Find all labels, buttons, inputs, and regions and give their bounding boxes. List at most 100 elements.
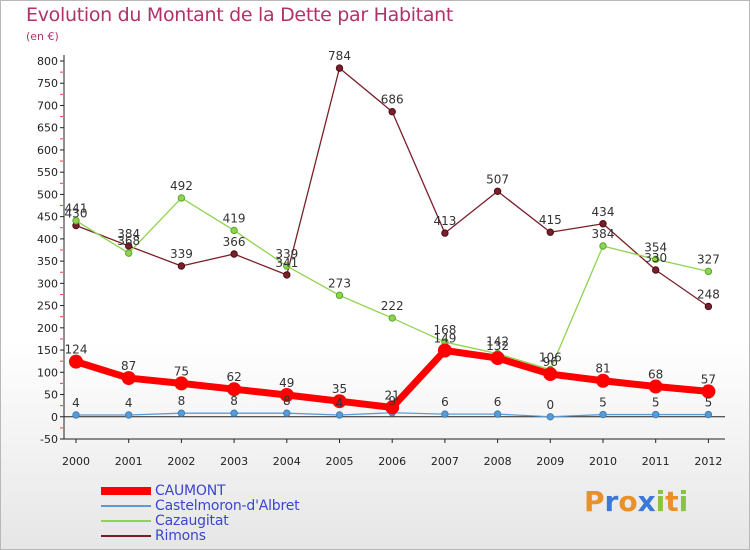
data-label: 4: [125, 396, 133, 410]
data-label: 132: [486, 339, 509, 353]
y-tick-label: -50: [40, 433, 58, 446]
series-caumont: [69, 343, 716, 415]
brand-letter: i: [678, 485, 689, 518]
y-tick-label: 0: [51, 411, 58, 424]
data-point: [546, 413, 554, 421]
data-point: [490, 351, 505, 366]
data-point: [177, 409, 186, 417]
y-tick-label: 250: [37, 300, 58, 313]
data-point: [652, 410, 660, 419]
data-label: 35: [332, 382, 347, 396]
brand-letter: o: [618, 485, 638, 518]
data-label: 57: [701, 372, 716, 386]
brand-letter: t: [665, 485, 679, 518]
data-label: 413: [433, 214, 456, 228]
data-label: 492: [170, 179, 193, 193]
data-label: 8: [178, 394, 186, 408]
data-label: 222: [381, 299, 404, 313]
x-tick-label: 2012: [694, 455, 722, 468]
data-label: 415: [539, 213, 562, 227]
legend-label: Castelmoron-d'Albret: [155, 498, 300, 514]
legend-label: CAUMONT: [155, 483, 226, 499]
data-point: [279, 387, 294, 402]
data-label: 430: [65, 207, 88, 221]
data-label: 124: [65, 343, 88, 357]
x-tick-label: 2007: [431, 455, 459, 468]
x-tick-label: 2010: [589, 455, 617, 468]
data-label: 341: [275, 256, 298, 270]
chart-subtitle: (en €): [26, 30, 59, 43]
data-point: [599, 242, 607, 250]
data-point: [283, 409, 291, 417]
x-tick-label: 2002: [167, 455, 195, 468]
legend-swatch: [101, 505, 151, 507]
y-tick-label: 200: [37, 322, 58, 335]
y-tick-label: 500: [37, 188, 58, 201]
data-label: 384: [592, 227, 615, 241]
y-tick-label: 300: [37, 277, 58, 290]
data-label: 419: [223, 211, 246, 225]
data-point: [72, 216, 80, 225]
chart-title: Evolution du Montant de la Dette par Hab…: [26, 4, 454, 26]
data-point: [599, 410, 607, 419]
x-tick-label: 2008: [484, 455, 512, 468]
x-tick-label: 2011: [642, 455, 670, 468]
data-point: [332, 394, 347, 409]
data-label: 87: [121, 359, 136, 373]
data-label: 4: [336, 396, 344, 410]
data-point: [335, 64, 344, 72]
x-tick-label: 2000: [62, 455, 90, 468]
data-point: [125, 242, 133, 250]
data-label: 784: [328, 49, 351, 63]
data-label: 49: [279, 376, 294, 390]
legend-item: CAUMONT: [101, 484, 361, 499]
data-label: 434: [592, 205, 615, 219]
data-label: 75: [174, 364, 189, 378]
data-label: 339: [275, 247, 298, 261]
data-label: 8: [283, 394, 291, 408]
brand-logo: Proxiti: [584, 485, 688, 518]
data-point: [335, 411, 344, 419]
legend-label: Cazaugitat: [155, 513, 229, 529]
data-point: [125, 249, 133, 257]
data-point: [283, 262, 291, 270]
data-label: 686: [381, 93, 404, 107]
y-tick-label: 450: [37, 211, 58, 224]
data-label: 330: [644, 251, 667, 265]
data-label: 366: [223, 235, 246, 249]
data-point: [652, 255, 660, 264]
data-point: [230, 250, 238, 258]
data-point: [230, 226, 238, 235]
legend-label: Rimons: [155, 528, 206, 544]
data-label: 5: [705, 396, 713, 410]
series-cazaugitat: [72, 194, 713, 374]
legend: CAUMONT Castelmoron-d'Albret Cazaugitat Rim…: [101, 484, 361, 544]
data-point: [543, 367, 558, 382]
brand-letter: i: [655, 485, 666, 518]
data-point: [335, 291, 344, 300]
data-point: [704, 267, 713, 276]
data-point: [121, 371, 136, 386]
data-point: [441, 229, 449, 237]
data-label: 168: [433, 323, 456, 337]
data-point: [704, 410, 713, 419]
data-point: [388, 107, 396, 116]
x-tick-label: 2001: [115, 455, 143, 468]
data-point: [283, 271, 291, 279]
data-label: 8: [230, 394, 238, 408]
data-point: [69, 354, 83, 369]
y-tick-label: 650: [37, 122, 58, 135]
data-point: [441, 410, 449, 418]
data-label: 21: [385, 388, 400, 402]
data-point: [227, 382, 242, 397]
data-point: [493, 410, 502, 418]
data-label: 106: [539, 351, 562, 365]
data-label: 6: [441, 395, 449, 409]
series-line: [75, 197, 709, 371]
data-point: [385, 400, 400, 415]
data-point: [388, 314, 396, 322]
legend-item: Rimons: [101, 529, 361, 544]
data-point: [230, 409, 238, 417]
